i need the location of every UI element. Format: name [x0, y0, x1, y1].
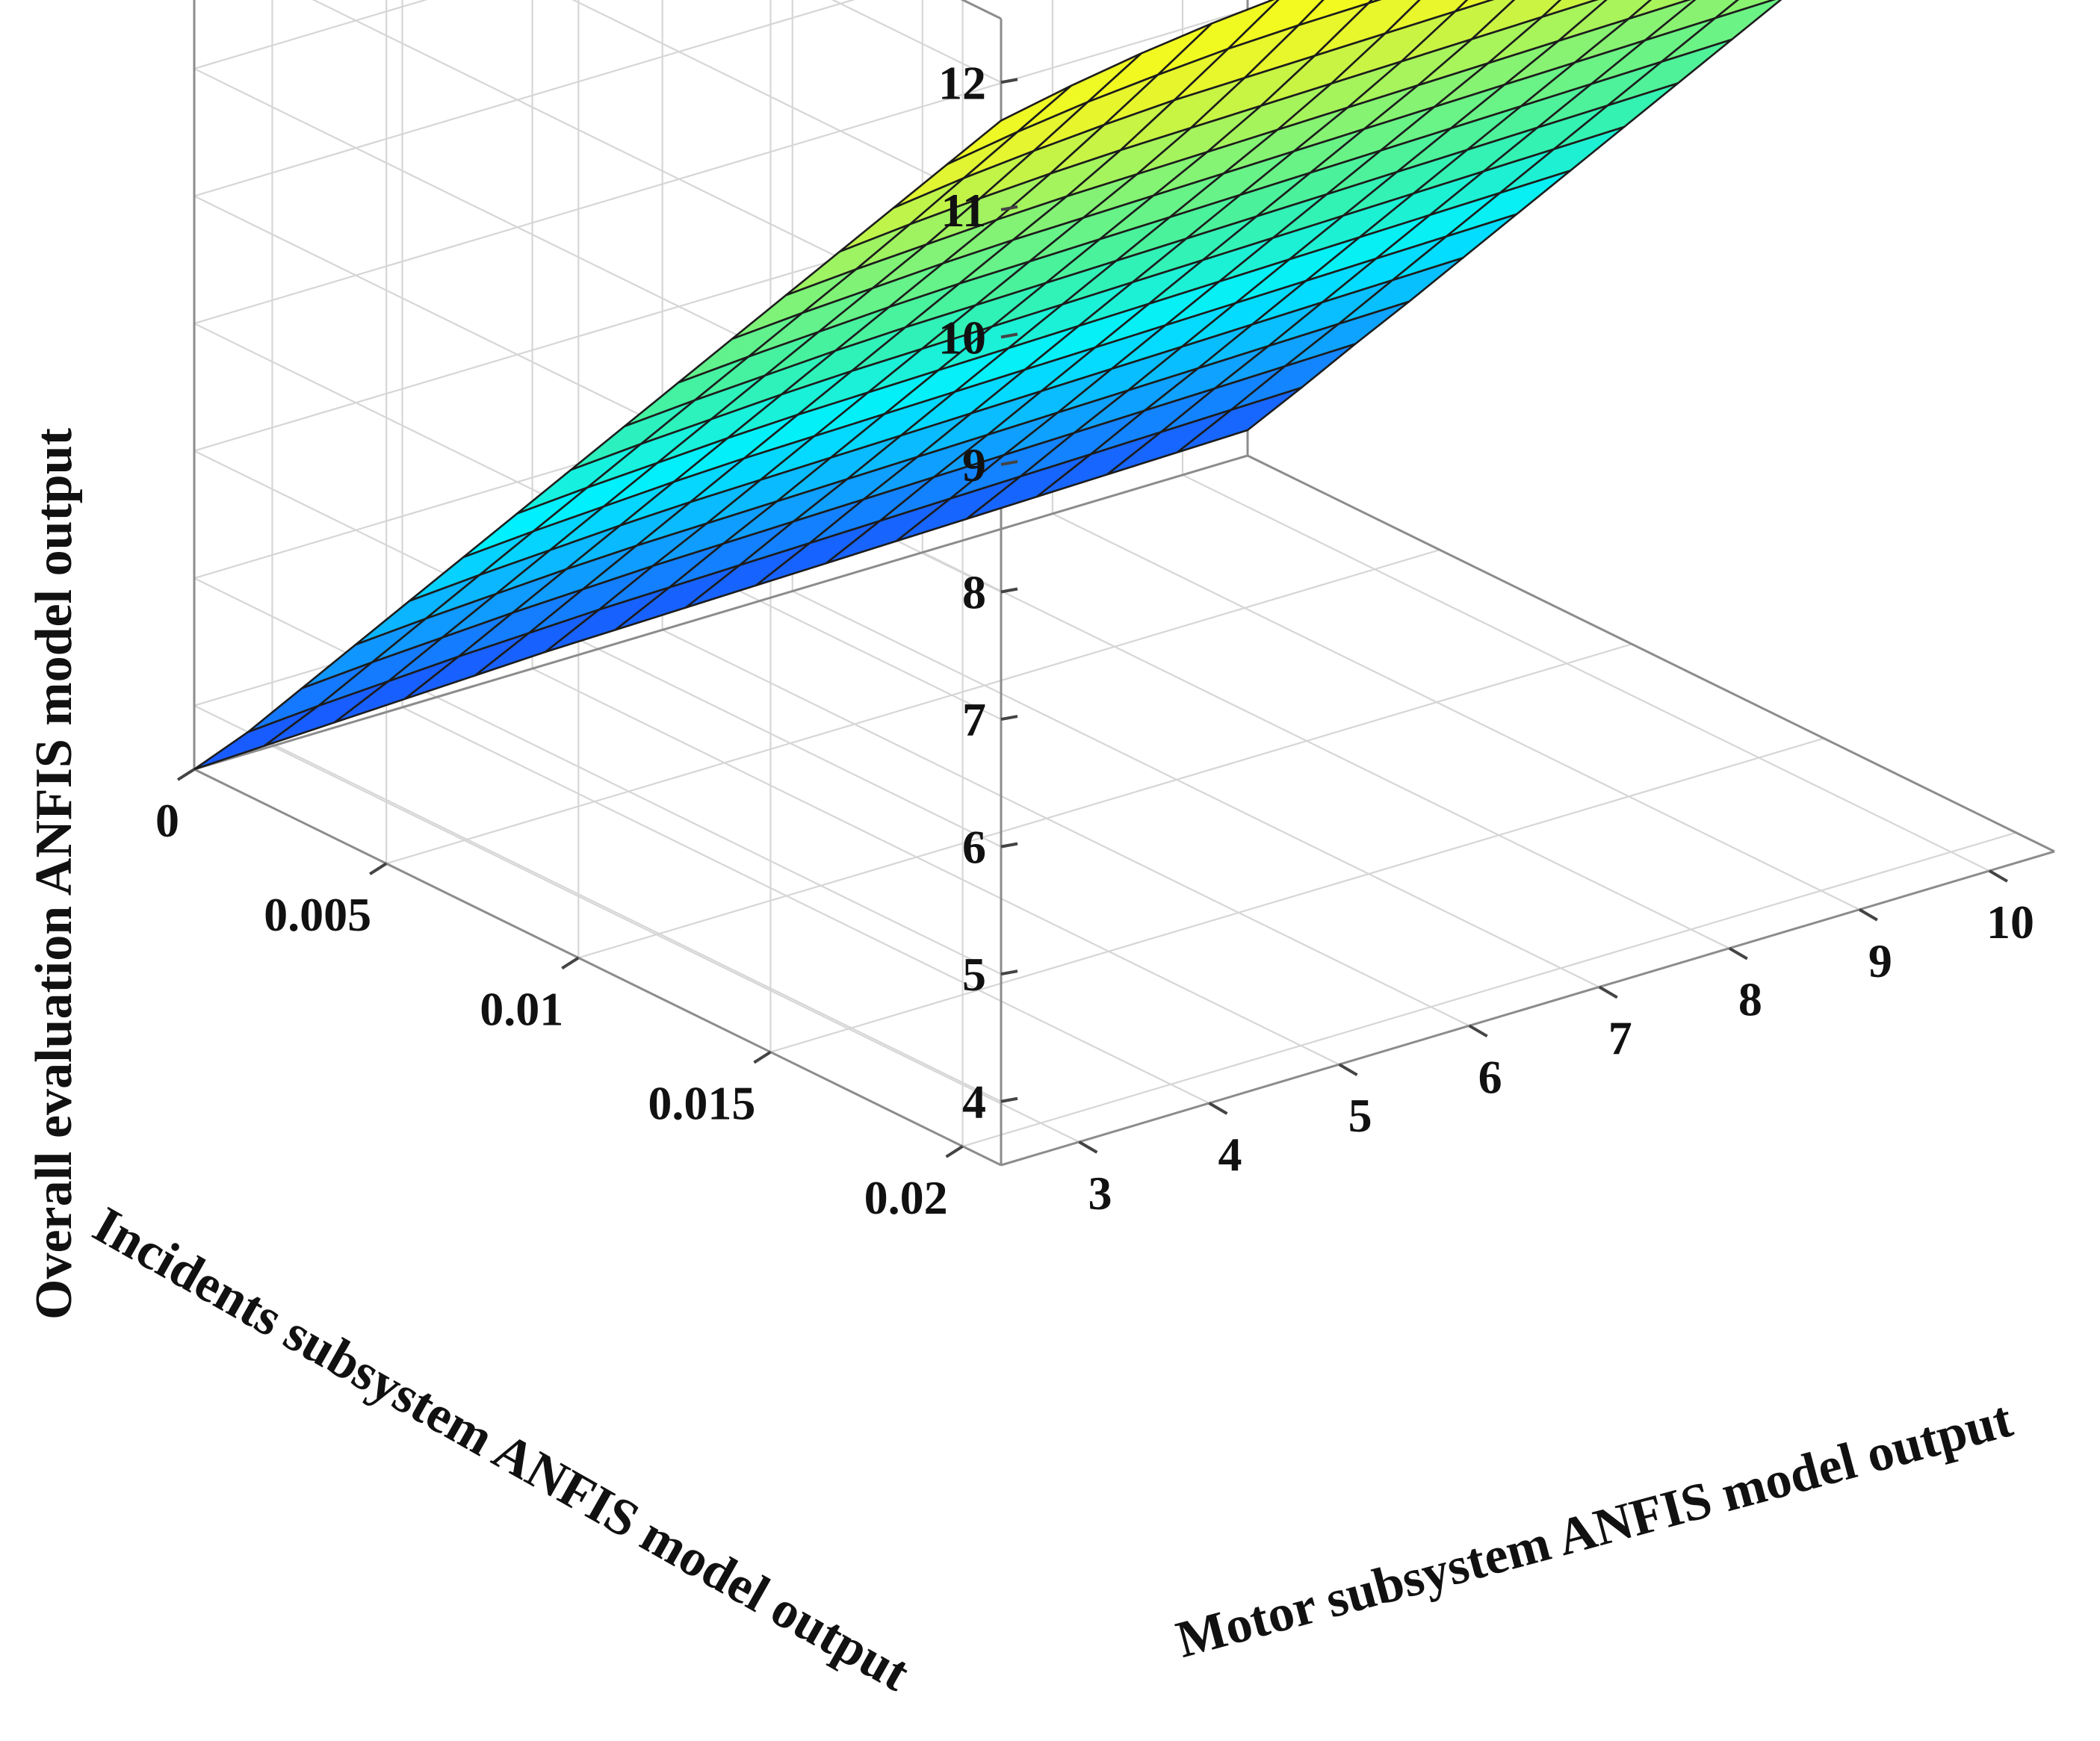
grid-line: [385, 549, 1440, 865]
z-tick-mark: [1000, 1096, 1018, 1103]
z-tick-label: 12: [938, 56, 986, 109]
axis-box-edge: [193, 454, 1248, 771]
grid-line: [193, 0, 856, 197]
axis-box-edge: [193, 768, 1002, 1167]
z-tick-mark: [1000, 842, 1018, 848]
z-tick-label: 4: [962, 1076, 986, 1129]
grid-line: [193, 9, 1248, 325]
y-axis-title: Incidents subsystem ANFIS model output: [84, 1196, 919, 1702]
grid-line: [770, 737, 1824, 1053]
x-tick-label: 9: [1868, 934, 1892, 987]
grid-line: [1052, 512, 1860, 910]
surface: [193, 0, 1782, 771]
z-tick-mark: [1000, 332, 1018, 339]
x-tick-label: 4: [1218, 1128, 1242, 1181]
z-tick-label: 8: [962, 566, 986, 619]
surface-cell: [1176, 386, 1303, 453]
grid-line: [193, 577, 1002, 975]
z-tick-label: 6: [962, 821, 986, 874]
x-axis-title: Motor subsystem ANFIS model output: [1171, 1391, 2018, 1669]
y-tick-label: 0.005: [264, 888, 371, 941]
grid-line: [1182, 474, 1990, 872]
y-tick-mark: [753, 1050, 772, 1064]
y-tick-mark: [369, 862, 388, 875]
x-tick-label: 8: [1738, 973, 1762, 1026]
x-tick-mark: [1338, 1063, 1358, 1076]
grid-line: [577, 643, 1632, 959]
x-tick-label: 10: [1986, 896, 2034, 949]
z-tick-label: 9: [962, 438, 986, 491]
grid-line: [831, 0, 1002, 84]
axis-box-edge: [960, 0, 1002, 20]
z-tick-mark: [1000, 205, 1018, 211]
y-tick-mark: [176, 768, 196, 781]
grid-line: [922, 551, 1730, 949]
y-tick-mark: [561, 956, 580, 970]
x-tick-mark: [1208, 1102, 1228, 1115]
z-tick-mark: [1000, 969, 1018, 976]
axis-box-edge: [1247, 454, 2055, 853]
surface-cell: [1367, 0, 1382, 4]
grid-line: [532, 668, 1340, 1066]
y-tick-label: 0: [155, 794, 179, 847]
z-axis-title: Overall evaluation ANFIS model output: [25, 428, 83, 1320]
grid-line: [662, 629, 1470, 1027]
grid-line: [193, 704, 1002, 1102]
x-tick-mark: [1078, 1141, 1098, 1154]
tick-labels: 4 5 6 7 8 9 10 11 12 3 4 5 6 7 8 9 10 0 0.005 0.01 0.015 0.02: [155, 56, 2034, 1223]
x-tick-label: 6: [1478, 1050, 1502, 1103]
z-tick-label: 10: [938, 311, 986, 364]
z-tick-mark: [1000, 78, 1018, 84]
grid-line: [402, 707, 1210, 1105]
x-tick-mark: [1468, 1024, 1488, 1038]
z-tick-label: 5: [962, 948, 986, 1001]
grid-line: [792, 590, 1600, 988]
z-tick-label: 7: [962, 693, 986, 746]
z-tick-label: 11: [941, 184, 986, 237]
grid-line: [193, 0, 428, 69]
grid-line: [572, 0, 1002, 211]
z-tick-mark: [1000, 587, 1018, 594]
x-tick-mark: [1598, 985, 1618, 999]
x-tick-mark: [1728, 946, 1748, 961]
x-tick-label: 3: [1088, 1167, 1112, 1220]
x-tick-mark: [1858, 908, 1878, 922]
y-tick-label: 0.01: [480, 982, 563, 1035]
grid-line: [962, 831, 2016, 1147]
x-tick-mark: [1988, 869, 2008, 883]
axis-box-edge: [1000, 850, 2055, 1167]
x-tick-label: 5: [1348, 1089, 1372, 1142]
z-tick-mark: [1000, 459, 1018, 466]
y-tick-label: 0.015: [648, 1077, 755, 1130]
y-tick-label: 0.02: [864, 1171, 948, 1224]
z-tick-mark: [1000, 715, 1018, 721]
x-tick-label: 7: [1608, 1011, 1632, 1064]
y-tick-mark: [945, 1145, 964, 1158]
grid-line: [271, 745, 1080, 1143]
